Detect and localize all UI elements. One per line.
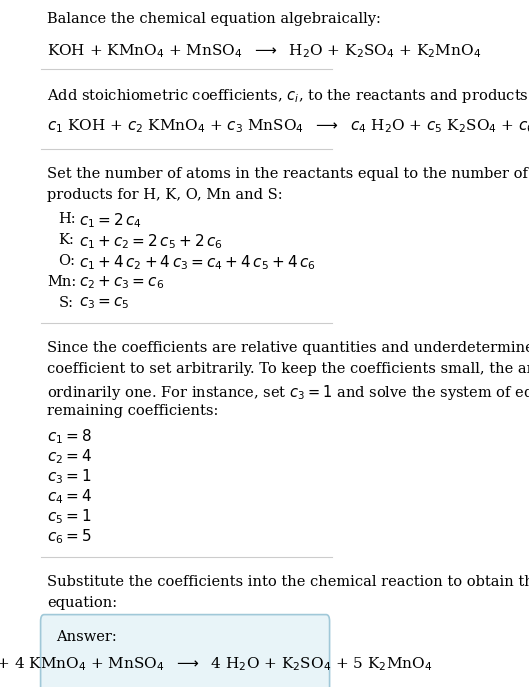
Text: KOH + KMnO$_4$ + MnSO$_4$  $\longrightarrow$  H$_2$O + K$_2$SO$_4$ + K$_2$MnO$_4: KOH + KMnO$_4$ + MnSO$_4$ $\longrightarr… [47,43,481,60]
Text: $c_1 + c_2 = 2\,c_5 + 2\,c_6$: $c_1 + c_2 = 2\,c_5 + 2\,c_6$ [79,233,223,251]
Text: $c_6 = 5$: $c_6 = 5$ [47,527,92,545]
Text: $c_1 + 4\,c_2 + 4\,c_3 = c_4 + 4\,c_5 + 4\,c_6$: $c_1 + 4\,c_2 + 4\,c_3 = c_4 + 4\,c_5 + … [79,254,316,272]
Text: $c_1 = 2\,c_4$: $c_1 = 2\,c_4$ [79,212,142,230]
Text: K:: K: [59,233,75,247]
Text: Balance the chemical equation algebraically:: Balance the chemical equation algebraica… [47,12,381,26]
Text: $c_2 = 4$: $c_2 = 4$ [47,447,92,466]
Text: coefficient to set arbitrarily. To keep the coefficients small, the arbitrary va: coefficient to set arbitrarily. To keep … [47,362,529,376]
Text: $c_1$ KOH + $c_2$ KMnO$_4$ + $c_3$ MnSO$_4$  $\longrightarrow$  $c_4$ H$_2$O + $: $c_1$ KOH + $c_2$ KMnO$_4$ + $c_3$ MnSO$… [47,117,529,135]
Text: ordinarily one. For instance, set $c_3 = 1$ and solve the system of equations fo: ordinarily one. For instance, set $c_3 =… [47,383,529,402]
Text: products for H, K, O, Mn and S:: products for H, K, O, Mn and S: [47,188,282,202]
Text: 8 KOH + 4 KMnO$_4$ + MnSO$_4$  $\longrightarrow$  4 H$_2$O + K$_2$SO$_4$ + 5 K$_: 8 KOH + 4 KMnO$_4$ + MnSO$_4$ $\longrigh… [0,655,433,673]
Text: $c_3 = c_5$: $c_3 = c_5$ [79,295,130,311]
Text: Substitute the coefficients into the chemical reaction to obtain the balanced: Substitute the coefficients into the che… [47,575,529,589]
Text: equation:: equation: [47,596,117,610]
FancyBboxPatch shape [41,615,330,687]
Text: Set the number of atoms in the reactants equal to the number of atoms in the: Set the number of atoms in the reactants… [47,167,529,181]
Text: $c_1 = 8$: $c_1 = 8$ [47,427,92,446]
Text: S:: S: [59,295,74,310]
Text: O:: O: [59,254,76,268]
Text: Answer:: Answer: [56,629,116,644]
Text: H:: H: [59,212,76,225]
Text: $c_2 + c_3 = c_6$: $c_2 + c_3 = c_6$ [79,275,164,291]
Text: $c_3 = 1$: $c_3 = 1$ [47,467,92,486]
Text: Since the coefficients are relative quantities and underdetermined, choose a: Since the coefficients are relative quan… [47,341,529,355]
Text: $c_4 = 4$: $c_4 = 4$ [47,487,92,506]
Text: Mn:: Mn: [47,275,76,289]
Text: remaining coefficients:: remaining coefficients: [47,404,218,418]
Text: Add stoichiometric coefficients, $c_i$, to the reactants and products:: Add stoichiometric coefficients, $c_i$, … [47,87,529,105]
Text: $c_5 = 1$: $c_5 = 1$ [47,507,92,526]
